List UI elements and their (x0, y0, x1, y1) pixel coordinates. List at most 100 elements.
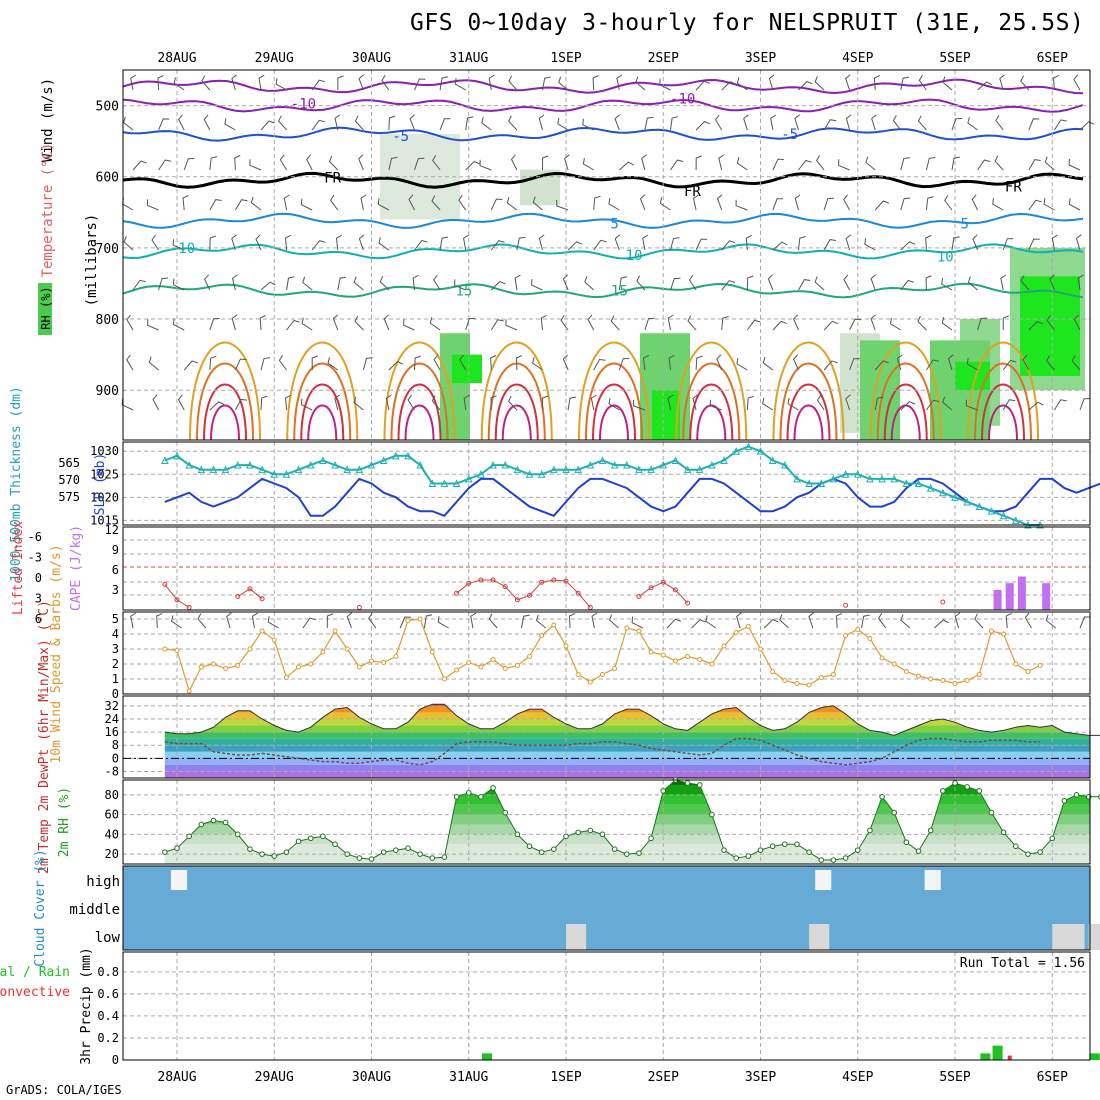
rh-marker (1049, 835, 1056, 842)
wind-barb (429, 317, 441, 331)
wind-barb (147, 319, 159, 331)
lifted-index-marker (660, 579, 666, 585)
wind-barb (358, 74, 364, 91)
temperature-contour (480, 341, 553, 441)
wind-barb (414, 355, 422, 371)
ylabel-slp: SLP (mb) (93, 453, 108, 516)
rh-marker (745, 853, 752, 859)
wind-barb (508, 75, 518, 91)
lifted-index-line (456, 579, 591, 608)
thickness-marker (464, 474, 473, 483)
wind-barb (1046, 355, 1055, 371)
legend-wind: Wind (m/s) (40, 78, 56, 162)
lifted-index-marker (490, 577, 496, 583)
temperature-contour (210, 404, 240, 441)
low-cloud-block (1052, 924, 1085, 950)
wind10-marker (976, 672, 982, 677)
legend-total-rain: Total / Rain (0, 965, 70, 980)
lifted-index-marker (174, 597, 180, 603)
wind10-marker (855, 627, 861, 632)
wind-barb (770, 114, 777, 131)
wind-barb (148, 356, 159, 371)
thickness-marker (537, 470, 546, 478)
thickness-marker (999, 511, 1008, 520)
wind-barb (849, 318, 862, 331)
wind-barb (260, 281, 276, 291)
temp-band (164, 725, 1090, 733)
wind-barb (130, 74, 137, 91)
wind-barb (695, 155, 702, 171)
wind-barb (772, 320, 787, 331)
wind-barb (568, 613, 576, 629)
wind-barb (925, 275, 932, 291)
wind-barb (618, 161, 634, 171)
cloud-row-label: middle (69, 902, 120, 918)
wind-barb (641, 154, 647, 171)
wind-barb (695, 238, 708, 251)
wind10-marker (636, 628, 642, 634)
wind10-marker (502, 666, 508, 671)
wind-barb (767, 274, 774, 291)
thickness-marker (440, 479, 449, 487)
wind10-marker (283, 675, 289, 680)
wind-barb (423, 614, 433, 629)
wind-barb (794, 194, 801, 211)
wind-barb (302, 617, 316, 629)
temperature-contour (487, 362, 546, 441)
wind-barb (823, 239, 836, 251)
wind-barb (917, 315, 927, 331)
wind-barb (814, 76, 825, 91)
rh-marker (1000, 829, 1007, 836)
thickness-marker (1011, 516, 1020, 524)
wind-barb (925, 157, 936, 171)
wind-barb (843, 274, 851, 291)
wind-barb (1043, 198, 1055, 211)
wind-barb (1068, 158, 1081, 171)
precip-tick-label: 0.4 (97, 1009, 119, 1023)
wind10-marker (903, 669, 909, 674)
wind10-marker (794, 681, 800, 686)
wind-barb (132, 160, 147, 171)
wind10-tick-label: 4 (112, 627, 119, 641)
wind10-marker (344, 646, 350, 652)
wind-barb (687, 315, 697, 331)
wind-barb (532, 196, 543, 211)
wind-barb (977, 317, 988, 331)
wind10-marker (563, 643, 569, 649)
wind-barb (172, 239, 185, 251)
wind-barb (1002, 315, 1010, 331)
wind-barb (974, 613, 984, 629)
rh-marker (709, 811, 715, 818)
wind10-marker (988, 628, 994, 634)
wind10-marker (709, 661, 715, 667)
thickness-marker (428, 479, 437, 487)
date-label-bottom: 2SEP (648, 1070, 679, 1085)
wind10-marker (1025, 669, 1031, 674)
wind-barb (709, 399, 722, 411)
wind-barb (542, 76, 551, 91)
wind-barb (388, 156, 398, 171)
wind-barb (260, 395, 268, 411)
wind-barb (582, 157, 594, 171)
isotherm-line (122, 212, 1084, 229)
precip-tick-label: 0.2 (97, 1031, 119, 1045)
wind-barb (277, 115, 287, 131)
wind-barb (1079, 398, 1091, 411)
wind-barb (197, 613, 207, 629)
wind10-tick-label: 1 (112, 672, 119, 686)
rh-marker (806, 849, 812, 855)
wind-barb (177, 394, 185, 411)
rh-grid (123, 780, 1090, 864)
slp-grid (123, 442, 1090, 525)
wind-barb (763, 618, 779, 629)
wind-barb (311, 119, 326, 131)
isotherm-line (122, 78, 1084, 95)
lifted-index-line (164, 584, 190, 608)
wind-barb (337, 75, 344, 91)
thickness-marker (793, 474, 801, 483)
thickness-marker (853, 470, 862, 478)
wind-barb (172, 278, 185, 291)
wind-barb (249, 159, 262, 171)
thickness-marker (975, 502, 984, 511)
temp-tick-label: 32 (105, 699, 119, 713)
